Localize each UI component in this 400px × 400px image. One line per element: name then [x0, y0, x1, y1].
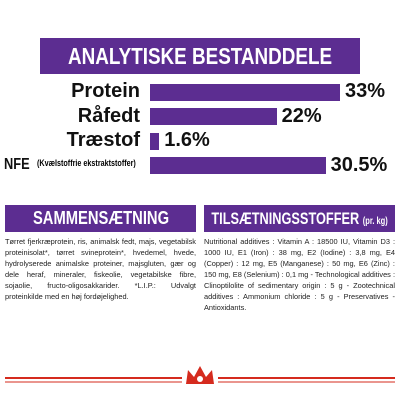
section-title: TILSÆTNINGSSTOFFER [211, 208, 360, 228]
value-label: 30.5% [330, 153, 388, 176]
value-label: 33% [345, 80, 386, 102]
chart-title: ANALYTISKE BESTANDDELE [67, 42, 333, 69]
category-label: Træstof [66, 129, 140, 151]
bar [150, 108, 277, 125]
category-label: Protein [71, 80, 140, 102]
crown [186, 366, 214, 384]
section-unit: (pr. kg) [362, 215, 388, 227]
category-label: Råfedt [77, 104, 140, 127]
additives-text: Nutritional additives : Vitamin A : 1850… [204, 237, 395, 312]
title-band: ANALYTISKE BESTANDDELE [40, 38, 360, 74]
category-label: NFE [4, 155, 30, 173]
section-title: SAMMENSÆTNING [32, 208, 169, 228]
bar [150, 83, 340, 101]
value-label: 1.6% [164, 129, 210, 151]
composition-text: Tørret fjerkræprotein, ris, animalsk fed… [5, 237, 196, 301]
section-title-wrap: TILSÆTNINGSSTOFFER (pr. kg) [211, 209, 387, 229]
value-label: 22% [281, 104, 322, 127]
bar [150, 157, 326, 174]
section-header: TILSÆTNINGSSTOFFER (pr. kg) [204, 205, 395, 232]
nfe-note: (Kvælstoffrie ekstraktstoffer) [37, 158, 136, 168]
footer-logo [5, 366, 395, 384]
section-header: SAMMENSÆTNING [5, 205, 196, 232]
crown-dot [197, 376, 203, 382]
bar [150, 132, 160, 150]
